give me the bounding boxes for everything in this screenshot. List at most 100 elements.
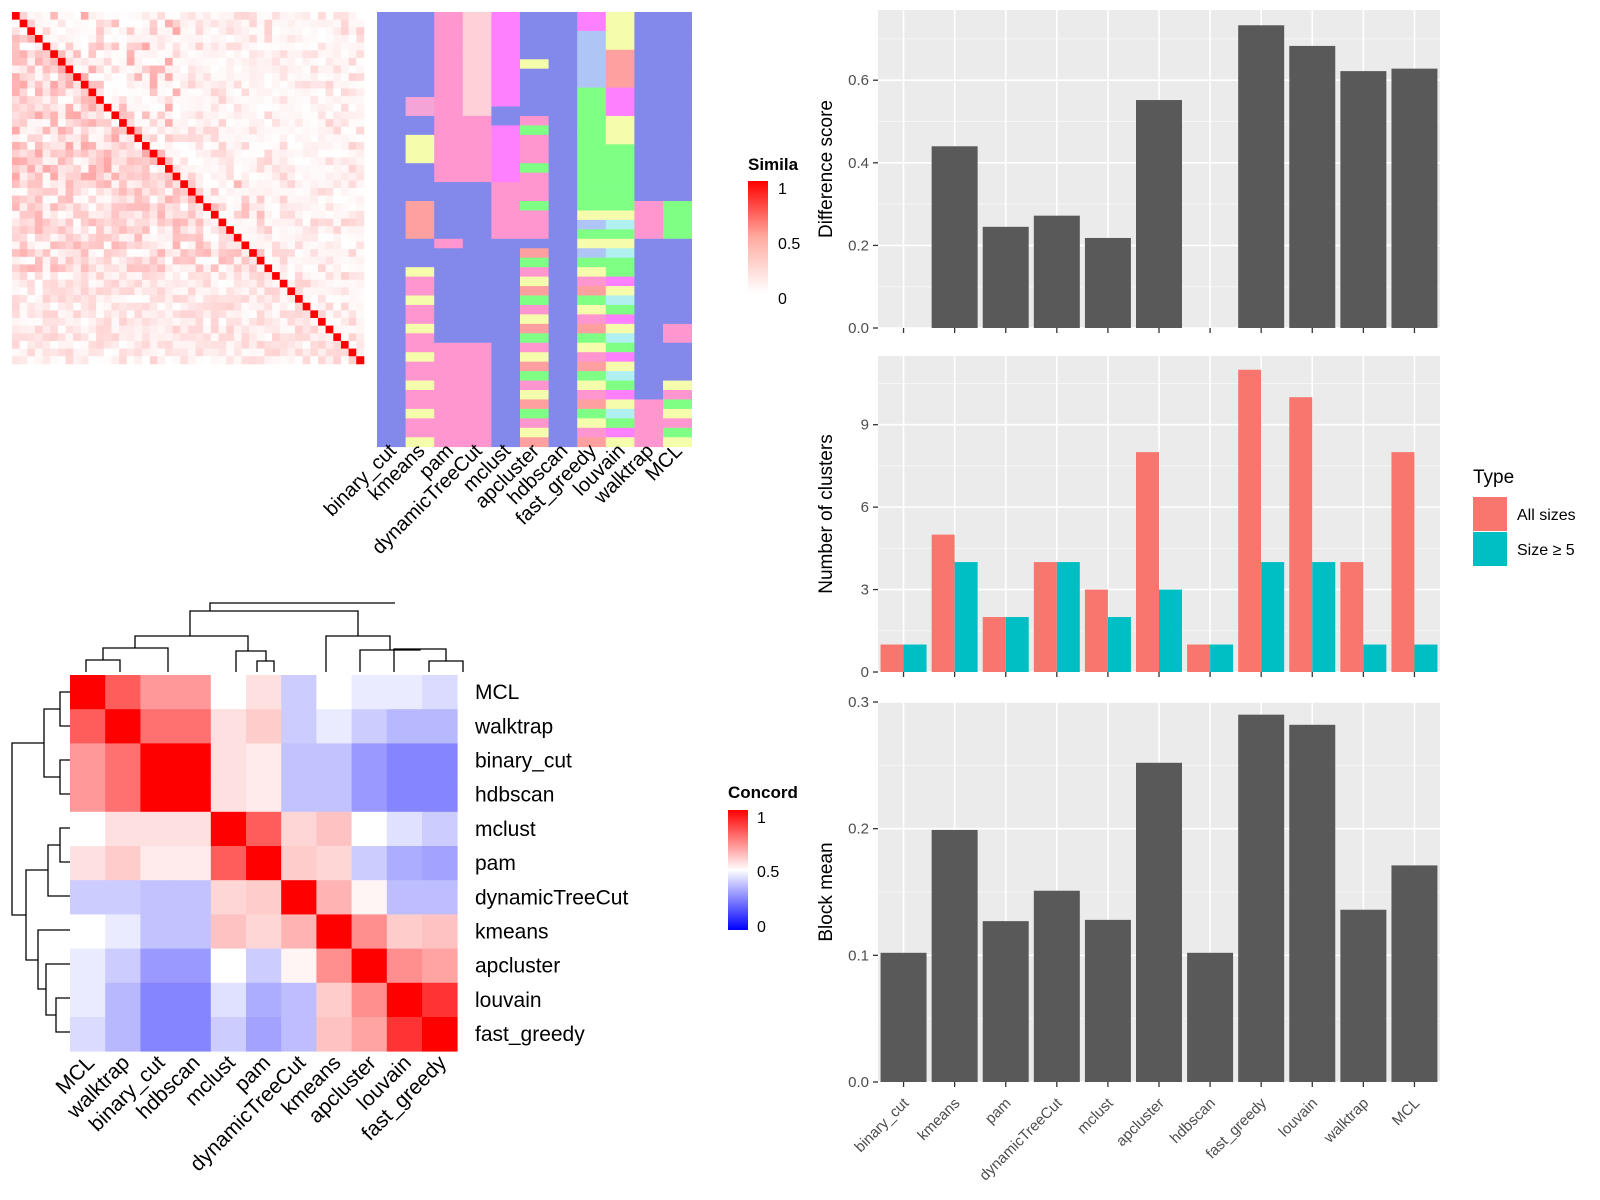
similarity-cell [50,203,59,212]
similarity-cell [272,88,281,97]
assignment-cell [548,399,578,410]
assignment-cell [663,371,692,381]
similarity-cell [187,142,196,151]
assignment-cell [634,182,664,192]
assignment-cell [605,437,635,448]
similarity-cell [126,348,135,357]
similarity-cell [256,348,265,357]
similarity-cell [203,318,212,327]
assignment-cell [377,427,406,438]
similarity-cell [19,318,28,327]
similarity-cell [272,302,281,311]
similarity-cell [264,203,273,212]
similarity-cell [218,12,227,21]
similarity-cell [249,272,258,281]
similarity-cell [333,295,342,304]
similarity-cell [195,19,204,28]
concordance-cell [210,914,247,949]
similarity-cell [142,172,151,181]
similarity-cell [356,356,365,365]
similarity-cell [65,287,74,296]
similarity-cell [165,27,174,36]
similarity-cell [218,203,227,212]
assignment-cell [634,191,664,202]
assignment-cell [377,248,406,259]
similarity-cell [172,210,181,219]
similarity-cell [187,50,196,59]
similarity-cell [80,226,89,235]
assignment-cell [663,418,692,429]
similarity-cell [12,272,21,281]
similarity-cell [142,187,151,196]
similarity-cell [165,96,174,105]
similarity-cell [96,19,105,28]
assignment-cell [405,427,435,438]
similarity-cell [210,180,219,189]
similarity-cell [340,340,349,349]
concordance-cell [422,982,458,1018]
similarity-cell [318,340,327,349]
similarity-cell [180,203,189,212]
assignment-cell [434,49,464,60]
similarity-cell [295,57,304,66]
assignment-cell [548,408,578,419]
assignment-cell [434,427,464,438]
similarity-cell [302,333,311,342]
similarity-cell [287,165,296,174]
similarity-cell [226,256,235,265]
similarity-cell [111,165,120,174]
similarity-cell [180,226,189,235]
similarity-cell [88,356,97,365]
similarity-cell [195,249,204,258]
similarity-cell [134,210,143,219]
similarity-cell [142,180,151,189]
similarity-cell [356,249,365,258]
concordance-cell [316,777,352,813]
similarity-cell [65,325,74,334]
similarity-cell [249,134,258,143]
similarity-cell [27,356,36,365]
similarity-cell [157,134,166,143]
assignment-cell [434,219,464,230]
similarity-cell [80,241,89,250]
similarity-cell [218,310,227,319]
similarity-cell [134,348,143,357]
similarity-cell [310,325,319,334]
similarity-cell [111,149,120,158]
bar [1033,890,1080,1082]
similarity-cell [119,119,128,128]
similarity-cell [302,210,311,219]
similarity-cell [340,34,349,43]
similarity-cell [42,325,51,334]
concordance-cell [140,1017,176,1052]
similarity-cell [287,325,296,334]
similarity-cell [203,149,212,158]
similarity-cell [149,103,158,112]
assignment-cell [663,201,692,211]
similarity-cell [325,249,334,258]
similarity-cell [57,134,66,143]
similarity-cell [172,318,181,327]
assignment-cell [377,295,406,306]
similarity-cell [210,157,219,166]
similarity-cell [65,333,74,342]
assignment-cell [548,125,578,136]
concordance-cell [175,880,212,915]
similarity-cell [34,96,43,105]
similarity-cell [356,325,365,334]
assignment-cell [462,257,492,268]
assignment-cell [434,59,464,70]
similarity-cell [142,302,151,311]
similarity-cell [233,34,242,43]
similarity-cell [103,157,112,166]
similarity-cell [287,88,296,97]
similarity-cell [340,12,349,21]
similarity-cell [96,340,105,349]
similarity-cell [65,126,74,135]
similarity-cell [27,264,36,273]
y-tick-label: 6 [861,499,869,516]
assignment-cell [634,304,664,315]
similarity-cell [180,19,189,28]
similarity-cell [302,295,311,304]
similarity-cell [333,279,342,288]
